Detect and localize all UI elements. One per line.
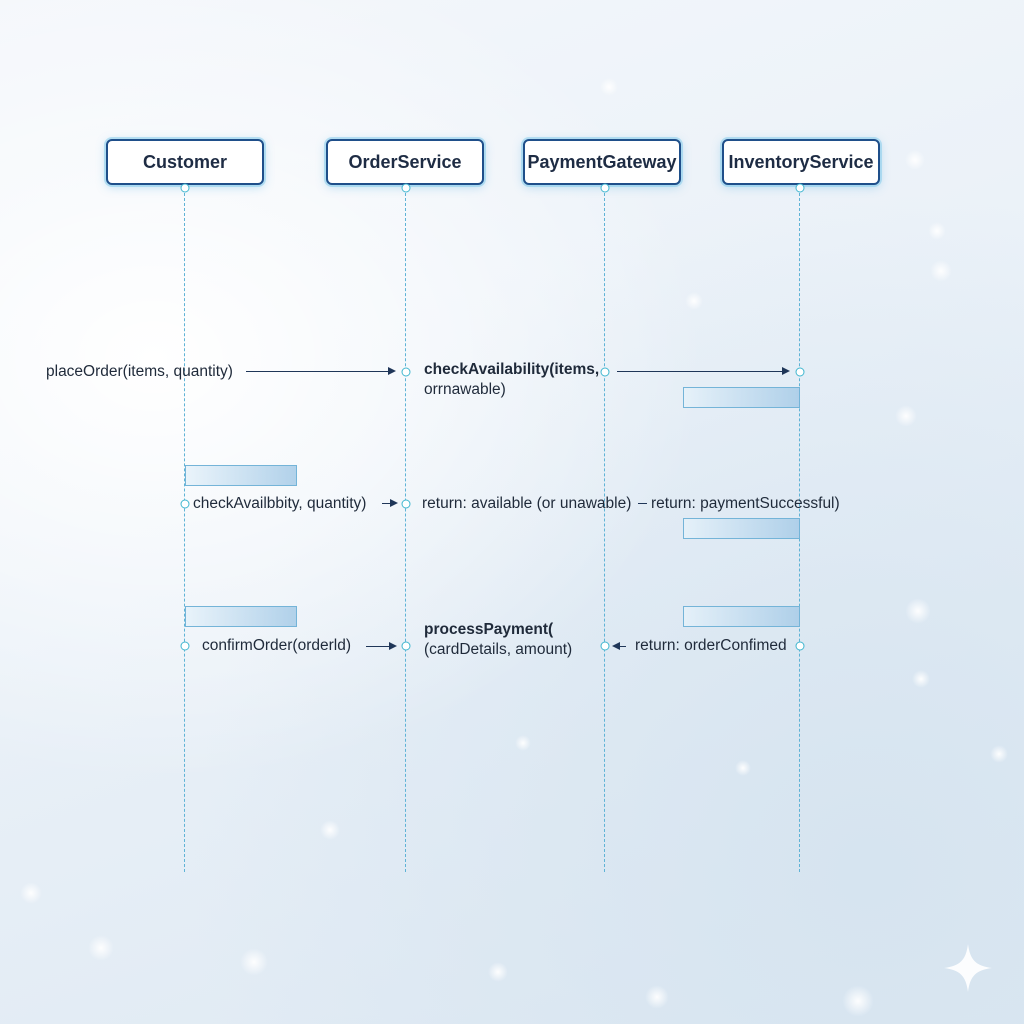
lifeline-node [401, 183, 411, 193]
lifeline-node [795, 183, 805, 193]
arrow-return-orderconfirmed [612, 642, 626, 650]
message-confirmorder: confirmOrder(orderld) [202, 637, 352, 654]
sparkle-icon [944, 944, 992, 992]
bokeh-light [685, 292, 703, 310]
bokeh-light [735, 760, 751, 776]
message-processpayment-line1: processPayment( [424, 621, 554, 638]
lifeline-node [600, 183, 610, 193]
message-placeorder: placeOrder(items, quantity) [46, 363, 233, 380]
message-node [401, 641, 411, 651]
message-checkavailability-line2: orrnawable) [424, 381, 506, 398]
message-node [401, 499, 411, 509]
bokeh-light [990, 745, 1008, 763]
arrow-checkavailbbity [382, 499, 398, 507]
activation-bar [185, 606, 297, 627]
bokeh-light [645, 985, 669, 1009]
bokeh-light [930, 260, 952, 282]
message-processpayment-line2: (cardDetails, amount) [424, 641, 573, 658]
message-return-paymentsuccessful: return: paymentSuccessful) [651, 495, 840, 512]
message-checkavailbbity: checkAvailbbity, quantity) [193, 495, 367, 512]
participant-customer: Customer [106, 139, 264, 185]
message-node [180, 499, 190, 509]
activation-bar [683, 606, 800, 627]
bokeh-light [912, 670, 930, 688]
message-node [180, 641, 190, 651]
activation-bar [185, 465, 297, 486]
message-node [600, 367, 610, 377]
bokeh-light [320, 820, 340, 840]
arrow-confirmorder [366, 642, 397, 650]
bokeh-light [20, 882, 42, 904]
lifeline-paymentgateway [604, 188, 605, 872]
bokeh-light [928, 222, 946, 240]
lifeline-node [180, 183, 190, 193]
message-node [401, 367, 411, 377]
arrow-placeorder [246, 367, 396, 375]
lifeline-customer [184, 188, 185, 872]
message-return-orderconfirmed: return: orderConfimed [635, 637, 787, 654]
participant-inventoryservice: InventoryService [722, 139, 880, 185]
bokeh-light [842, 985, 874, 1017]
message-node [795, 367, 805, 377]
message-node [600, 641, 610, 651]
bokeh-light [240, 948, 268, 976]
participant-orderservice: OrderService [326, 139, 484, 185]
message-checkavailability-line1: checkAvailability(items, [424, 361, 600, 378]
bokeh-light [905, 150, 925, 170]
bokeh-light [895, 405, 917, 427]
bokeh-light [515, 735, 531, 751]
bokeh-light [600, 78, 618, 96]
activation-bar [683, 518, 800, 539]
lifeline-orderservice [405, 188, 406, 872]
participant-paymentgateway: PaymentGateway [523, 139, 681, 185]
message-return-available: return: available (or unawable) [422, 495, 632, 512]
activation-bar [683, 387, 800, 408]
bokeh-light [488, 962, 508, 982]
bokeh-light [905, 598, 931, 624]
bokeh-light [88, 935, 114, 961]
arrow-checkavailability [617, 367, 790, 375]
message-node [795, 641, 805, 651]
arrow-return-dash [638, 503, 647, 504]
